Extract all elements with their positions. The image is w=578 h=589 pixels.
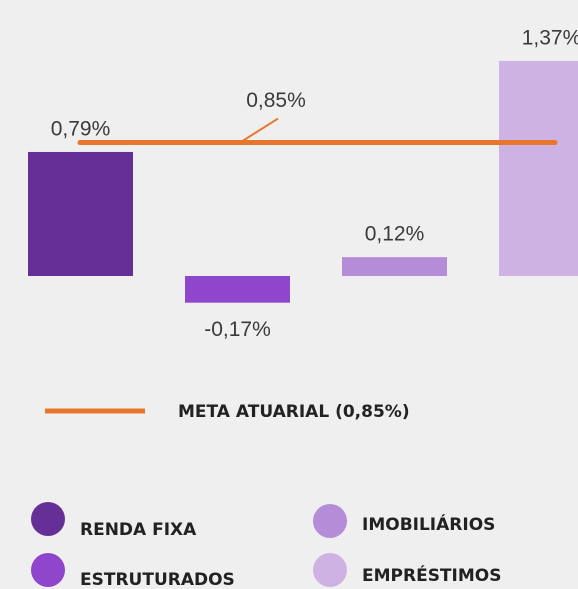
bar (185, 276, 290, 303)
legend-label: EMPRÉSTIMOS (362, 564, 501, 586)
legend-label: META ATUARIAL (0,85%) (178, 402, 410, 422)
data-label: -0,17% (204, 318, 271, 341)
data-label: 0,79% (51, 118, 111, 141)
reference-label: 0,85% (246, 89, 306, 112)
legend-swatch (31, 502, 65, 536)
legend-swatch (313, 553, 347, 587)
legend-label: IMOBILIÁRIOS (362, 513, 495, 535)
data-label: 0,12% (365, 223, 425, 246)
bar (499, 60, 578, 276)
legend-swatch (31, 553, 65, 587)
leader-line (239, 117, 279, 144)
legend-swatch (313, 504, 347, 538)
bar (342, 257, 447, 276)
data-label: 1,37% (522, 26, 578, 49)
legend-label: ESTRUTURADOS (80, 570, 235, 589)
legend-label: RENDA FIXA (80, 520, 197, 540)
bar (28, 151, 133, 276)
